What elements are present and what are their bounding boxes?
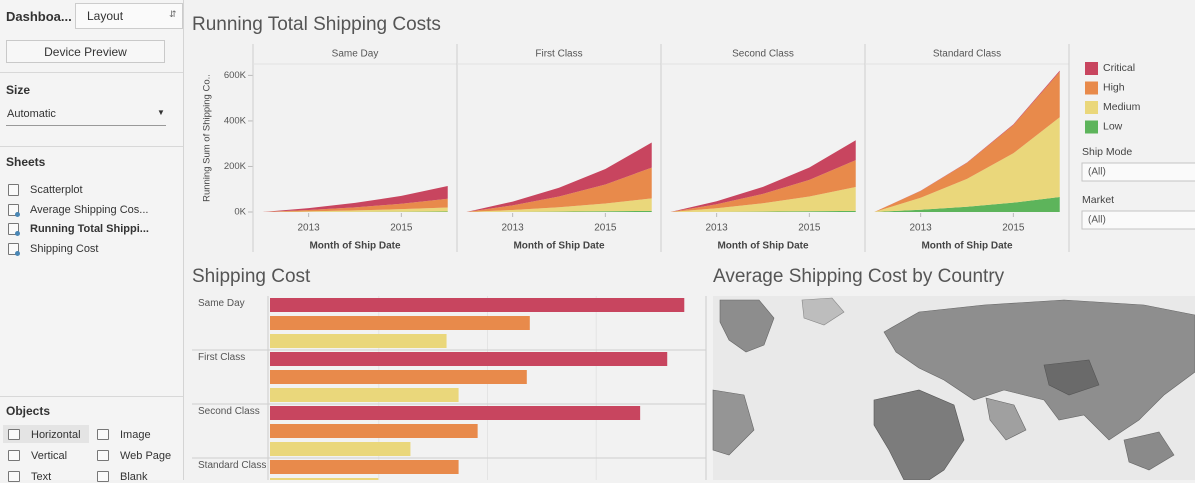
legend-swatch (1085, 62, 1098, 75)
y-tick-label: 0K (234, 207, 246, 218)
category-label: Standard Class (198, 460, 270, 472)
x-tick-label: 2013 (910, 223, 933, 234)
object-item[interactable]: Web Page (120, 450, 171, 462)
x-tick-label: 2015 (1002, 223, 1025, 234)
sheet-item[interactable]: Running Total Shippi... (30, 223, 149, 235)
separator (0, 146, 183, 147)
x-tick-label: 2015 (390, 223, 413, 234)
bar (270, 316, 530, 330)
bar (270, 442, 410, 456)
object-item[interactable]: Vertical (31, 450, 67, 462)
category-label: Second Class (198, 406, 270, 418)
sheet-icon-dot (15, 251, 20, 256)
bar (270, 424, 478, 438)
filter-label: Market (1082, 194, 1114, 206)
bar (270, 370, 527, 384)
object-icon (8, 450, 20, 461)
y-tick-label: 400K (224, 115, 247, 126)
category-label: First Class (198, 352, 270, 364)
y-tick-label: 600K (224, 70, 247, 81)
chart-title: Running Total Shipping Costs (192, 14, 441, 35)
x-tick-label: 2013 (706, 223, 729, 234)
legend-swatch (1085, 101, 1098, 114)
legend-label: Medium (1103, 101, 1141, 113)
x-axis-title: Month of Ship Date (921, 241, 1013, 252)
sheet-icon-dot (15, 231, 20, 236)
device-preview-label[interactable]: Device Preview (6, 45, 165, 59)
chart-title: Shipping Cost (192, 266, 311, 287)
filter-label: Ship Mode (1082, 146, 1132, 158)
legend-swatch (1085, 82, 1098, 95)
map-title: Average Shipping Cost by Country (713, 266, 1005, 287)
bar (270, 460, 459, 474)
x-axis-title: Month of Ship Date (717, 241, 809, 252)
dashboard-tab[interactable]: Dashboa... (6, 9, 72, 24)
object-item[interactable]: Blank (120, 471, 148, 483)
legend-label: Low (1103, 120, 1123, 132)
x-axis-title: Month of Ship Date (513, 241, 605, 252)
sheet-icon (8, 184, 19, 196)
dashboard-canvas: Running Total Shipping Costs Shipping Co… (184, 0, 1195, 480)
y-tick-label: 200K (224, 161, 247, 172)
panel-header: Standard Class (933, 49, 1001, 60)
panel-header: Second Class (732, 49, 794, 60)
separator (0, 72, 183, 73)
x-tick-label: 2013 (502, 223, 525, 234)
sidebar: Dashboa... Layout ⇵ Device Preview Size … (0, 0, 184, 480)
object-item[interactable]: Image (120, 429, 151, 441)
sheet-icon-dot (15, 212, 20, 217)
object-icon (97, 471, 109, 482)
separator (0, 396, 183, 397)
x-tick-label: 2015 (798, 223, 821, 234)
y-axis-title: Running Sum of Shipping Co.. (202, 74, 213, 202)
tab-arrow: ⇵ (169, 9, 177, 20)
legend-label: Critical (1103, 62, 1135, 74)
panel-header: First Class (535, 49, 582, 60)
bar (270, 298, 684, 312)
select-arrow: ▼ (157, 108, 165, 117)
size-header: Size (6, 83, 30, 97)
sheets-header: Sheets (6, 155, 45, 169)
object-icon (8, 429, 20, 440)
bar (270, 388, 459, 402)
panel-header: Same Day (332, 49, 379, 60)
select-underline (6, 125, 166, 126)
bar (270, 334, 447, 348)
bar (270, 406, 640, 420)
legend-label: High (1103, 81, 1125, 93)
filter-value[interactable]: (All) (1088, 167, 1106, 178)
object-item[interactable]: Text (31, 471, 51, 483)
object-icon (97, 429, 109, 440)
object-item[interactable]: Horizontal (31, 429, 81, 441)
object-icon (8, 471, 20, 482)
x-tick-label: 2015 (594, 223, 617, 234)
legend-swatch (1085, 121, 1098, 134)
sheet-item[interactable]: Shipping Cost (30, 243, 99, 255)
sheet-item[interactable]: Scatterplot (30, 184, 83, 196)
filter-value[interactable]: (All) (1088, 215, 1106, 226)
sheet-item[interactable]: Average Shipping Cos... (30, 204, 148, 216)
x-tick-label: 2013 (298, 223, 321, 234)
object-icon (97, 450, 109, 461)
category-label: Same Day (198, 298, 270, 310)
x-axis-title: Month of Ship Date (309, 241, 401, 252)
bar (270, 352, 667, 366)
layout-tab[interactable]: Layout (87, 9, 123, 23)
size-select[interactable]: Automatic (7, 108, 56, 120)
map (713, 296, 1195, 480)
objects-header: Objects (6, 404, 50, 418)
